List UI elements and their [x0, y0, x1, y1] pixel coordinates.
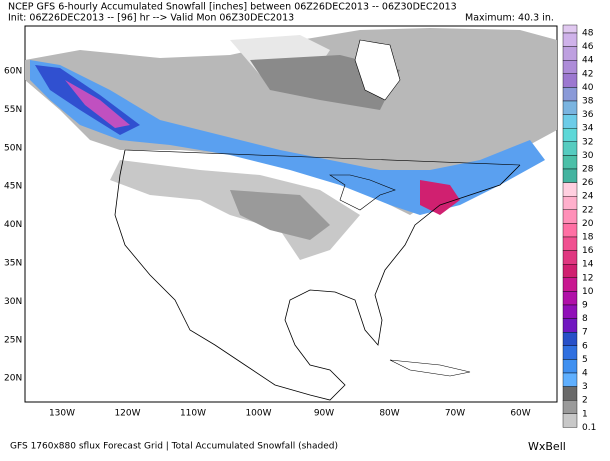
colorbar-label: 44: [582, 56, 594, 66]
colorbar-block: [562, 168, 578, 183]
colorbar-block: [562, 413, 578, 428]
colorbar-label: 16: [582, 246, 594, 256]
colorbar-block: [562, 73, 578, 88]
colorbar-block: [562, 291, 578, 306]
colorbar-label: 12: [582, 273, 593, 283]
colorbar-block: [562, 359, 578, 374]
colorbar-label: 20: [582, 219, 594, 229]
colorbar-block: [562, 236, 578, 251]
colorbar-label: 10: [582, 287, 594, 297]
colorbar-label: 34: [582, 124, 594, 134]
colorbar-label: 6: [582, 341, 588, 351]
colorbar-label: 8: [582, 314, 588, 324]
colorbar-block: [562, 304, 578, 319]
map: [24, 25, 558, 403]
colorbar-block: [562, 264, 578, 279]
colorbar-block: [562, 182, 578, 197]
colorbar-label: 18: [582, 233, 594, 243]
colorbar-label: 3: [582, 382, 588, 392]
colorbar: 4846444240383634323028262422201816141210…: [562, 24, 596, 433]
colorbar-label: 5: [582, 355, 588, 365]
colorbar-label: 48: [582, 29, 594, 39]
colorbar-block: [562, 223, 578, 238]
lon-label: 90W: [314, 409, 334, 419]
lat-label: 25N: [4, 335, 22, 345]
colorbar-label: 46: [582, 42, 594, 52]
colorbar-label: 40: [582, 83, 594, 93]
colorbar-label: 24: [582, 192, 594, 202]
colorbar-label: 0.1: [582, 423, 596, 433]
lat-label: 55N: [4, 105, 22, 115]
logo: WxBell: [528, 440, 566, 453]
colorbar-label: 4: [582, 369, 588, 379]
colorbar-block: [562, 24, 578, 34]
colorbar-block: [562, 87, 578, 102]
lon-label: 70W: [445, 409, 465, 419]
colorbar-block: [562, 100, 578, 115]
colorbar-label: 22: [582, 205, 593, 215]
lat-label: 60N: [4, 67, 22, 77]
lat-label: 50N: [4, 143, 22, 153]
colorbar-block: [562, 32, 578, 47]
lon-label: 60W: [510, 409, 530, 419]
colorbar-label: 1: [582, 409, 588, 419]
colorbar-block: [562, 46, 578, 61]
colorbar-block: [562, 386, 578, 401]
lat-label: 40N: [4, 220, 22, 230]
colorbar-block: [562, 372, 578, 387]
colorbar-block: [562, 155, 578, 170]
colorbar-label: 9: [582, 301, 588, 311]
colorbar-block: [562, 141, 578, 156]
colorbar-label: 14: [582, 260, 594, 270]
colorbar-label: 36: [582, 110, 594, 120]
colorbar-block: [562, 60, 578, 75]
lat-label: 35N: [4, 259, 22, 269]
colorbar-block: [562, 114, 578, 129]
colorbar-label: 32: [582, 137, 593, 147]
colorbar-label: 2: [582, 396, 588, 406]
colorbar-block: [562, 250, 578, 265]
colorbar-label: 7: [582, 328, 588, 338]
lat-label: 20N: [4, 374, 22, 384]
footer-text: GFS 1760x880 sflux Forecast Grid | Total…: [10, 442, 338, 452]
colorbar-label: 26: [582, 178, 594, 188]
colorbar-block: [562, 332, 578, 347]
header-line2: Init: 06Z26DEC2013 -- [96] hr --> Valid …: [8, 13, 294, 24]
colorbar-block: [562, 345, 578, 360]
lon-label: 100W: [245, 409, 271, 419]
colorbar-label: 38: [582, 97, 594, 107]
colorbar-label: 42: [582, 69, 593, 79]
colorbar-block: [562, 277, 578, 292]
lon-label: 110W: [180, 409, 206, 419]
colorbar-block: [562, 127, 578, 142]
colorbar-block: [562, 318, 578, 333]
lat-label: 30N: [4, 297, 22, 307]
colorbar-block: [562, 400, 578, 415]
colorbar-label: 28: [582, 165, 594, 175]
lat-label: 45N: [4, 182, 22, 192]
lon-label: 130W: [49, 409, 75, 419]
lon-label: 120W: [114, 409, 140, 419]
colorbar-label: 30: [582, 151, 594, 161]
header-maximum: Maximum: 40.3 in.: [465, 13, 554, 24]
colorbar-block: [562, 195, 578, 210]
lon-label: 80W: [379, 409, 399, 419]
header-line1: NCEP GFS 6-hourly Accumulated Snowfall […: [8, 2, 457, 13]
colorbar-block: [562, 209, 578, 224]
